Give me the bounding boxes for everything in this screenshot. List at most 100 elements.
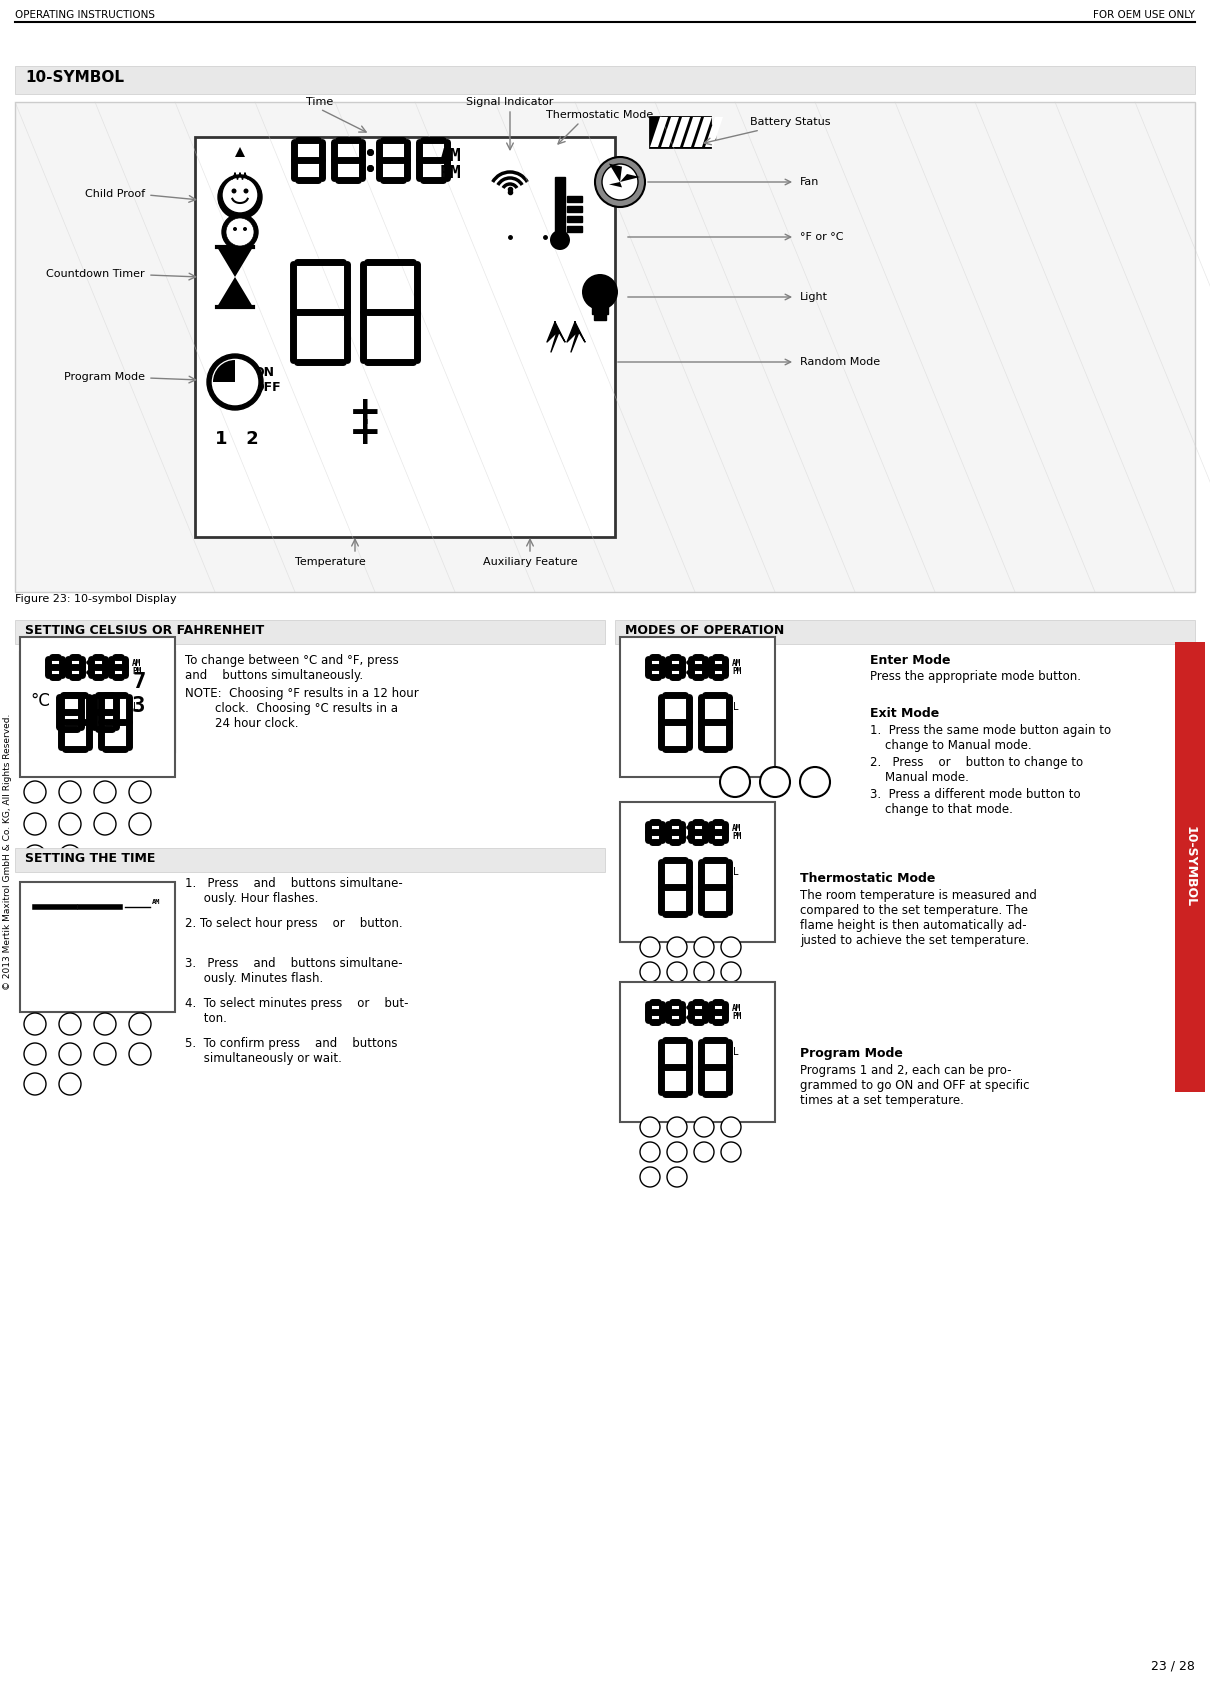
Text: Fan: Fan <box>800 178 819 188</box>
Polygon shape <box>705 117 724 147</box>
Circle shape <box>667 986 687 1007</box>
Text: Press the appropriate mode button.: Press the appropriate mode button. <box>870 670 1081 684</box>
Bar <box>15 66 1195 95</box>
Circle shape <box>226 218 254 245</box>
Circle shape <box>59 782 81 804</box>
Circle shape <box>24 1042 46 1064</box>
Text: PM: PM <box>732 667 742 677</box>
Circle shape <box>695 1142 714 1162</box>
Text: AM: AM <box>440 147 462 166</box>
Text: 3.  Press a different mode button to
    change to that mode.: 3. Press a different mode button to chan… <box>870 788 1081 816</box>
Polygon shape <box>695 117 711 147</box>
Text: 2.   Press    or    button to change to
    Manual mode.: 2. Press or button to change to Manual m… <box>870 756 1083 783</box>
Text: L: L <box>733 866 738 876</box>
Circle shape <box>59 1042 81 1064</box>
Text: L: L <box>133 702 138 712</box>
Circle shape <box>221 213 258 250</box>
Circle shape <box>667 937 687 958</box>
Circle shape <box>234 227 237 232</box>
Text: Battery Status: Battery Status <box>750 117 830 127</box>
Circle shape <box>207 354 263 409</box>
Bar <box>15 102 1195 592</box>
Text: Signal Indicator: Signal Indicator <box>466 96 554 107</box>
Circle shape <box>59 812 81 834</box>
Circle shape <box>59 1073 81 1095</box>
Text: °C: °C <box>30 692 50 711</box>
Bar <box>594 311 606 320</box>
Circle shape <box>551 230 570 250</box>
Circle shape <box>603 164 638 200</box>
Text: PM: PM <box>132 667 142 677</box>
Circle shape <box>640 963 659 981</box>
Circle shape <box>721 963 741 981</box>
Wedge shape <box>213 360 235 382</box>
Text: Random Mode: Random Mode <box>800 357 880 367</box>
Circle shape <box>243 188 248 193</box>
Text: PM: PM <box>732 832 742 841</box>
Text: Programs 1 and 2, each can be pro-
grammed to go ON and OFF at specific
times at: Programs 1 and 2, each can be pro- gramm… <box>800 1064 1030 1107</box>
Text: +: + <box>348 394 381 431</box>
Circle shape <box>129 782 151 804</box>
Text: PM: PM <box>732 1012 742 1020</box>
Text: SETTING CELSIUS OR FAHRENHEIT: SETTING CELSIUS OR FAHRENHEIT <box>25 624 264 636</box>
Circle shape <box>721 1117 741 1137</box>
Bar <box>195 137 615 536</box>
Text: Light: Light <box>800 293 828 301</box>
Text: ON: ON <box>253 365 273 379</box>
Circle shape <box>24 782 46 804</box>
Bar <box>15 619 605 645</box>
Text: AM: AM <box>132 658 142 668</box>
Text: Thermostatic Mode: Thermostatic Mode <box>547 110 653 120</box>
Text: °F or °C: °F or °C <box>800 232 843 242</box>
Circle shape <box>800 766 830 797</box>
Text: +: + <box>348 415 381 452</box>
Polygon shape <box>547 321 565 352</box>
Bar <box>21 651 175 751</box>
Text: 1.   Press    and    buttons simultane-
     ously. Hour flashes.: 1. Press and buttons simultane- ously. H… <box>185 876 403 905</box>
Circle shape <box>640 1167 659 1188</box>
Polygon shape <box>609 183 622 188</box>
Bar <box>615 619 1195 645</box>
Text: 2. To select hour press    or    button.: 2. To select hour press or button. <box>185 917 403 931</box>
Circle shape <box>640 1142 659 1162</box>
Circle shape <box>59 844 81 866</box>
Circle shape <box>695 937 714 958</box>
Polygon shape <box>650 117 668 147</box>
Bar <box>21 636 175 777</box>
Polygon shape <box>620 174 640 183</box>
Text: OFF: OFF <box>253 381 281 394</box>
Bar <box>710 125 715 139</box>
Text: 5.  To confirm press    and    buttons
     simultaneously or wait.: 5. To confirm press and buttons simultan… <box>185 1037 398 1064</box>
Text: AM: AM <box>732 658 742 668</box>
Text: To change between °C and °F, press
and    buttons simultaneously.: To change between °C and °F, press and b… <box>185 655 399 682</box>
Circle shape <box>24 844 46 866</box>
Circle shape <box>582 274 618 310</box>
Bar <box>567 196 582 201</box>
Polygon shape <box>661 117 679 147</box>
Circle shape <box>667 963 687 981</box>
Polygon shape <box>567 321 584 352</box>
Bar <box>555 178 565 237</box>
Circle shape <box>94 1042 116 1064</box>
Text: Thermostatic Mode: Thermostatic Mode <box>800 871 935 885</box>
Circle shape <box>129 812 151 834</box>
Circle shape <box>721 1142 741 1162</box>
Text: 23 / 28: 23 / 28 <box>1151 1658 1195 1672</box>
Circle shape <box>695 1117 714 1137</box>
Text: AM: AM <box>152 898 161 905</box>
Circle shape <box>218 174 263 218</box>
Circle shape <box>24 1073 46 1095</box>
Circle shape <box>667 1117 687 1137</box>
Text: Time: Time <box>306 96 334 107</box>
Circle shape <box>94 782 116 804</box>
Bar <box>650 117 710 147</box>
Circle shape <box>211 359 259 406</box>
Bar <box>620 636 774 777</box>
Polygon shape <box>672 117 690 147</box>
Text: 1.  Press the same mode button again to
    change to Manual mode.: 1. Press the same mode button again to c… <box>870 724 1111 751</box>
Text: 10-SYMBOL: 10-SYMBOL <box>1183 826 1197 907</box>
Circle shape <box>760 766 790 797</box>
Circle shape <box>94 1014 116 1036</box>
Circle shape <box>695 963 714 981</box>
Polygon shape <box>609 164 622 183</box>
